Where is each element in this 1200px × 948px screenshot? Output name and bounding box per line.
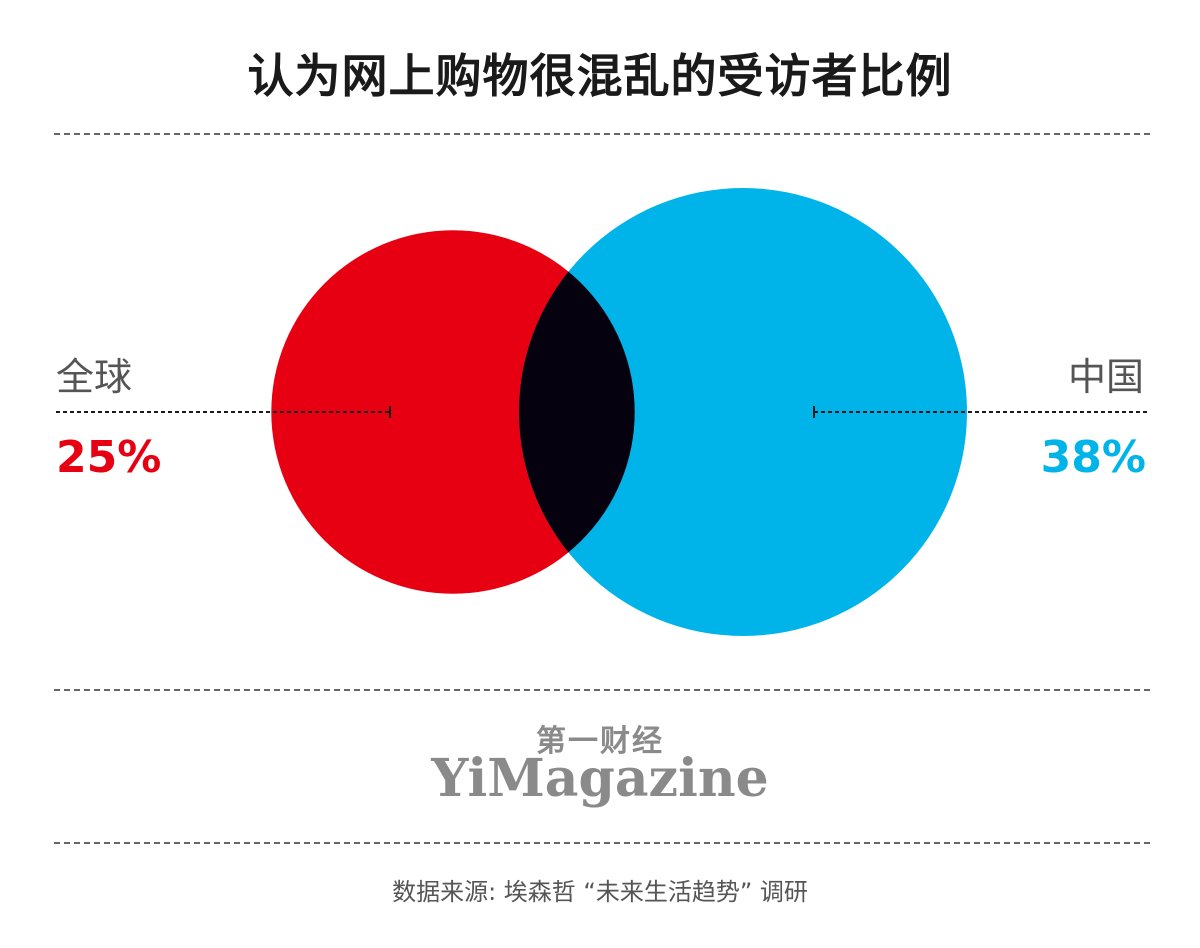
divider-top [54,133,1150,135]
value-label-china: 38% [1040,432,1146,483]
chart-title: 认为网上购物很混乱的受访者比例 [247,49,953,103]
circle-china [519,188,967,636]
set-label-china: 中国 [1067,355,1144,399]
set-label-global: 全球 [56,355,133,399]
divider-bottom [54,842,1150,844]
logo-english: YiMagazine [431,748,769,809]
logo-chinese: 第一财经 [536,724,664,759]
divider-middle [54,689,1150,691]
source-note: 数据来源: 埃森哲 “未来生活趋势” 调研 [392,878,808,906]
value-label-global: 25% [56,432,162,483]
